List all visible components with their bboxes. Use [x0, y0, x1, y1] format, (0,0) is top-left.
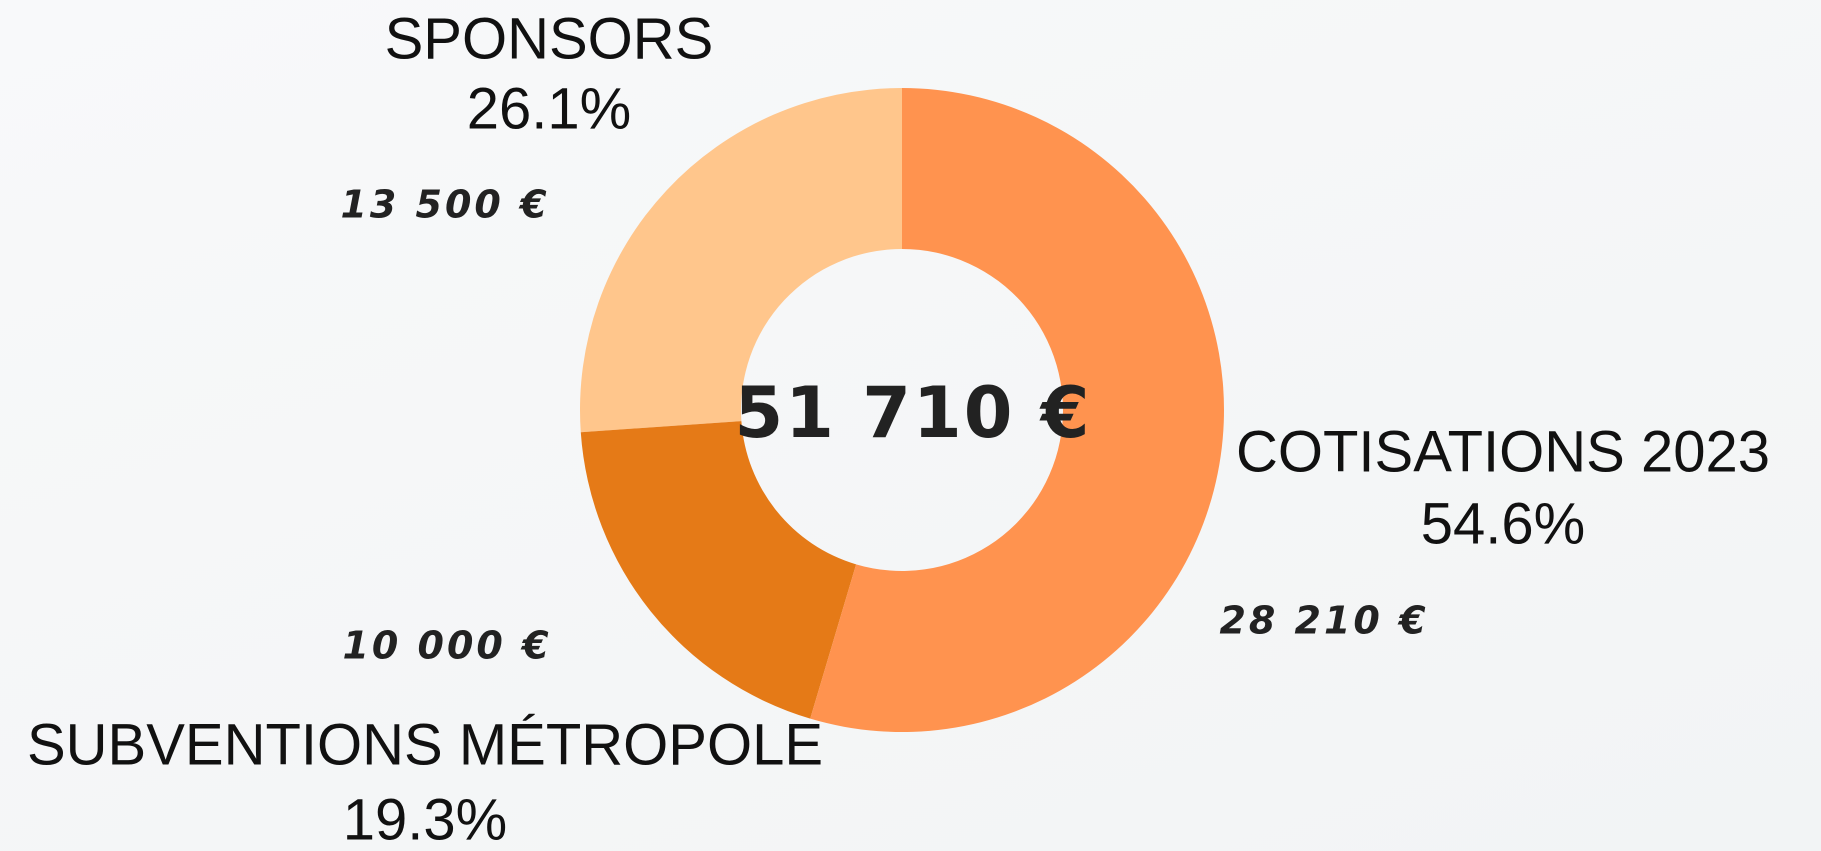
donut-slice	[810, 88, 1224, 732]
slice-percent: 19.3%	[343, 787, 507, 851]
center-total: 51 710 €	[735, 372, 1092, 454]
slice-percent: 26.1%	[467, 76, 631, 141]
donut-slice	[580, 88, 902, 433]
slice-category: COTISATIONS 2023	[1236, 419, 1770, 484]
slice-category: SUBVENTIONS MÉTROPOLE	[27, 712, 823, 777]
slice-percent: 54.6%	[1421, 491, 1585, 556]
donut-slice	[580, 421, 857, 719]
slice-amount: 13 500 €	[340, 183, 549, 227]
slice-amount: 28 210 €	[1219, 599, 1428, 643]
slice-category: SPONSORS	[385, 6, 714, 71]
slice-amount: 10 000 €	[342, 624, 551, 668]
